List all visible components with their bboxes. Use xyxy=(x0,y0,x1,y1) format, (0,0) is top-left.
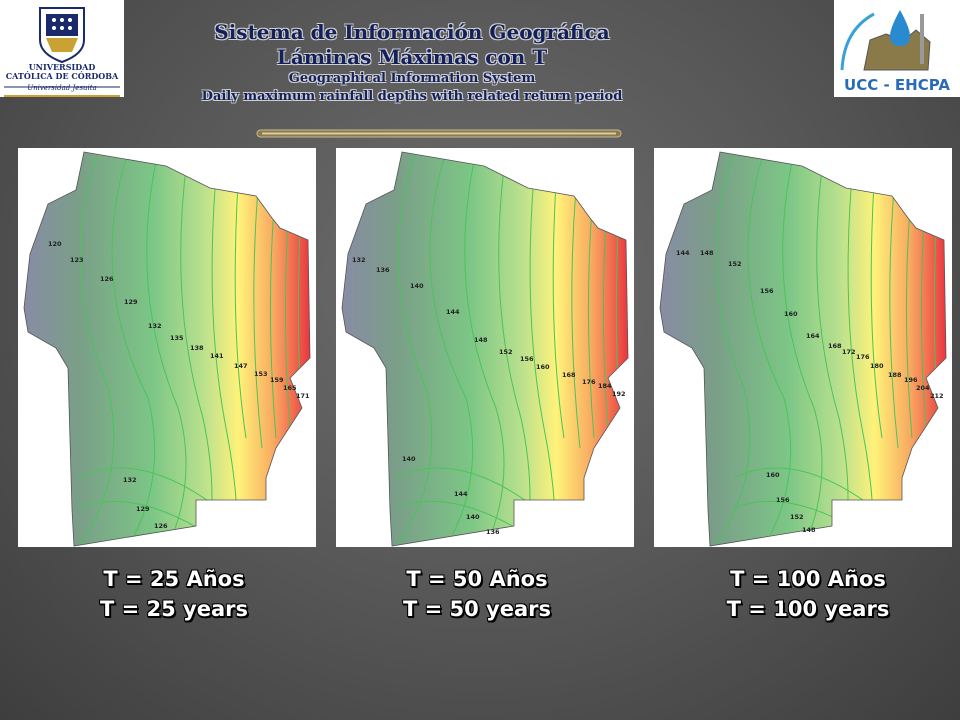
page-title: Sistema de Información Geográfica xyxy=(214,20,610,44)
isoline-label: 126 xyxy=(154,522,168,530)
map-t50: 132 136 140 144 148 152 156 160 168 176 … xyxy=(336,148,634,547)
isoline-label: 180 xyxy=(870,362,884,370)
ucc-logo: UNIVERSIDAD CATÓLICA DE CÓRDOBA Universi… xyxy=(0,0,124,97)
isoline-label: 176 xyxy=(582,378,596,386)
isoline-label: 135 xyxy=(170,334,184,342)
rainfall-map-t25: 120 123 126 129 132 135 138 141 147 153 … xyxy=(23,151,311,547)
caption-t50: T = 50 Años T = 50 years xyxy=(327,564,627,624)
isoline-label: 152 xyxy=(499,348,513,356)
isoline-label: 123 xyxy=(70,256,84,264)
isoline-label: 152 xyxy=(728,260,742,268)
isoline-label: 132 xyxy=(123,476,137,484)
isoline-label: 156 xyxy=(520,355,534,363)
water-drop-map-icon xyxy=(840,10,931,71)
isoline-label: 144 xyxy=(454,490,468,498)
caption-en: T = 25 years xyxy=(99,597,249,621)
isoline-label: 132 xyxy=(352,256,366,264)
isoline-label: 140 xyxy=(402,455,416,463)
isoline-label: 165 xyxy=(283,384,297,392)
isoline-label: 168 xyxy=(828,342,842,350)
isoline-label: 172 xyxy=(842,348,856,356)
isoline-label: 212 xyxy=(930,392,944,400)
isoline-label: 192 xyxy=(612,390,626,398)
isoline-label: 160 xyxy=(784,310,798,318)
isoline-label: 129 xyxy=(136,505,150,513)
isoline-label: 184 xyxy=(598,382,612,390)
isoline-label: 141 xyxy=(210,352,224,360)
logo-line-3: Universidad Jesuita xyxy=(27,84,97,92)
isoline-label: 132 xyxy=(148,322,162,330)
isoline-label: 159 xyxy=(270,376,284,384)
isoline-label: 153 xyxy=(254,370,268,378)
rainfall-map-t100: 144 148 152 156 160 164 168 172 176 180 … xyxy=(659,151,947,547)
isoline-label: 148 xyxy=(802,526,816,534)
logo-line-2: CATÓLICA DE CÓRDOBA xyxy=(5,71,119,81)
isoline-label: 188 xyxy=(888,371,902,379)
isoline-label: 129 xyxy=(124,298,138,306)
isoline-label: 120 xyxy=(48,240,62,248)
isoline-label: 176 xyxy=(856,353,870,361)
isoline-label: 152 xyxy=(790,513,804,521)
ehcpa-logo: UCC - EHCPA xyxy=(834,0,960,97)
isoline-label: 140 xyxy=(410,282,424,290)
isoline-label: 160 xyxy=(536,363,550,371)
isoline-label: 164 xyxy=(806,332,820,340)
caption-en: T = 100 years xyxy=(726,597,890,621)
caption-es: T = 100 Años xyxy=(730,567,886,591)
university-crest-icon xyxy=(4,7,120,97)
isoline-label: 136 xyxy=(376,266,390,274)
page-subtitle: Láminas Máximas con T xyxy=(276,45,548,69)
caption-es: T = 50 Años xyxy=(406,567,548,591)
isoline-label: 147 xyxy=(234,362,248,370)
gold-divider xyxy=(256,129,622,138)
isoline-label: 196 xyxy=(904,376,918,384)
isoline-label: 140 xyxy=(466,513,480,521)
isoline-label: 148 xyxy=(474,336,488,344)
isoline-label: 144 xyxy=(446,308,460,316)
page-title-english: Geographical Information System xyxy=(288,71,536,86)
caption-t100: T = 100 Años T = 100 years xyxy=(658,564,958,624)
isoline-label: 204 xyxy=(916,384,930,392)
isoline-label: 136 xyxy=(486,528,500,536)
isoline-label: 168 xyxy=(562,371,576,379)
isoline-label: 138 xyxy=(190,344,204,352)
isoline-label: 156 xyxy=(776,496,790,504)
rainfall-map-t50: 132 136 140 144 148 152 156 160 168 176 … xyxy=(341,151,629,547)
isoline-label: 126 xyxy=(100,275,114,283)
caption-es: T = 25 Años xyxy=(103,567,245,591)
page-subtitle-english: Daily maximum rainfall depths with relat… xyxy=(201,89,623,104)
isoline-label: 156 xyxy=(760,287,774,295)
title-block: Sistema de Información Geográfica Lámina… xyxy=(130,20,694,106)
map-t100: 144 148 152 156 160 164 168 172 176 180 … xyxy=(654,148,952,547)
isoline-label: 171 xyxy=(296,392,310,400)
isoline-label: 148 xyxy=(700,249,714,257)
isoline-label: 144 xyxy=(676,249,690,257)
isoline-label: 160 xyxy=(766,471,780,479)
caption-en: T = 50 years xyxy=(402,597,552,621)
logo-line-1: UNIVERSIDAD xyxy=(28,62,96,72)
map-t25: 120 123 126 129 132 135 138 141 147 153 … xyxy=(18,148,316,547)
caption-t25: T = 25 Años T = 25 years xyxy=(24,564,324,624)
logo-right-text: UCC - EHCPA xyxy=(844,76,950,94)
